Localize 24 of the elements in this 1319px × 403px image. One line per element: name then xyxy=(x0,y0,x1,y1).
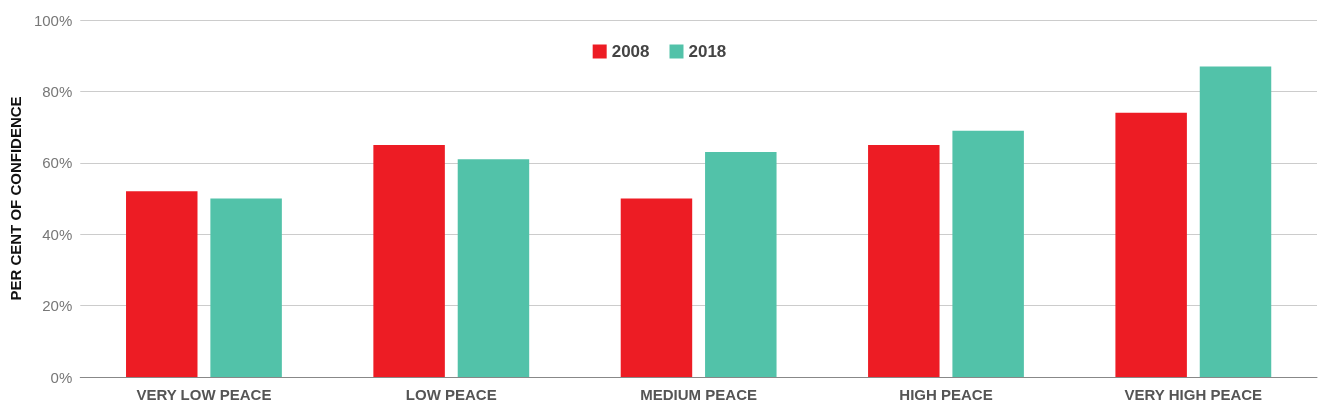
legend-label: 2018 xyxy=(688,42,727,61)
bar xyxy=(1115,112,1187,377)
bar xyxy=(210,198,282,377)
x-tick-label: MEDIUM PEACE xyxy=(640,386,757,403)
x-tick-label: VERY HIGH PEACE xyxy=(1124,386,1263,403)
bar xyxy=(952,130,1024,377)
y-tick-label: 60% xyxy=(42,154,73,172)
y-axis-title: PER CENT OF CONFIDENCE xyxy=(7,96,24,301)
bar xyxy=(457,159,530,377)
y-tick-label: 20% xyxy=(42,297,73,315)
x-tick-label: LOW PEACE xyxy=(405,386,497,403)
y-tick-label: 100% xyxy=(33,11,73,29)
y-tick-label: 40% xyxy=(42,225,73,243)
bar xyxy=(705,152,777,377)
y-tick-label: 0% xyxy=(50,368,73,386)
x-tick-label: VERY LOW PEACE xyxy=(136,386,272,403)
y-tick-label: 80% xyxy=(42,82,73,100)
bar xyxy=(373,144,445,377)
bar xyxy=(1199,66,1272,377)
bar xyxy=(620,198,693,377)
x-tick-label: HIGH PEACE xyxy=(899,386,993,403)
legend-label: 2008 xyxy=(611,42,650,61)
bar xyxy=(868,144,940,377)
bar xyxy=(126,191,198,377)
